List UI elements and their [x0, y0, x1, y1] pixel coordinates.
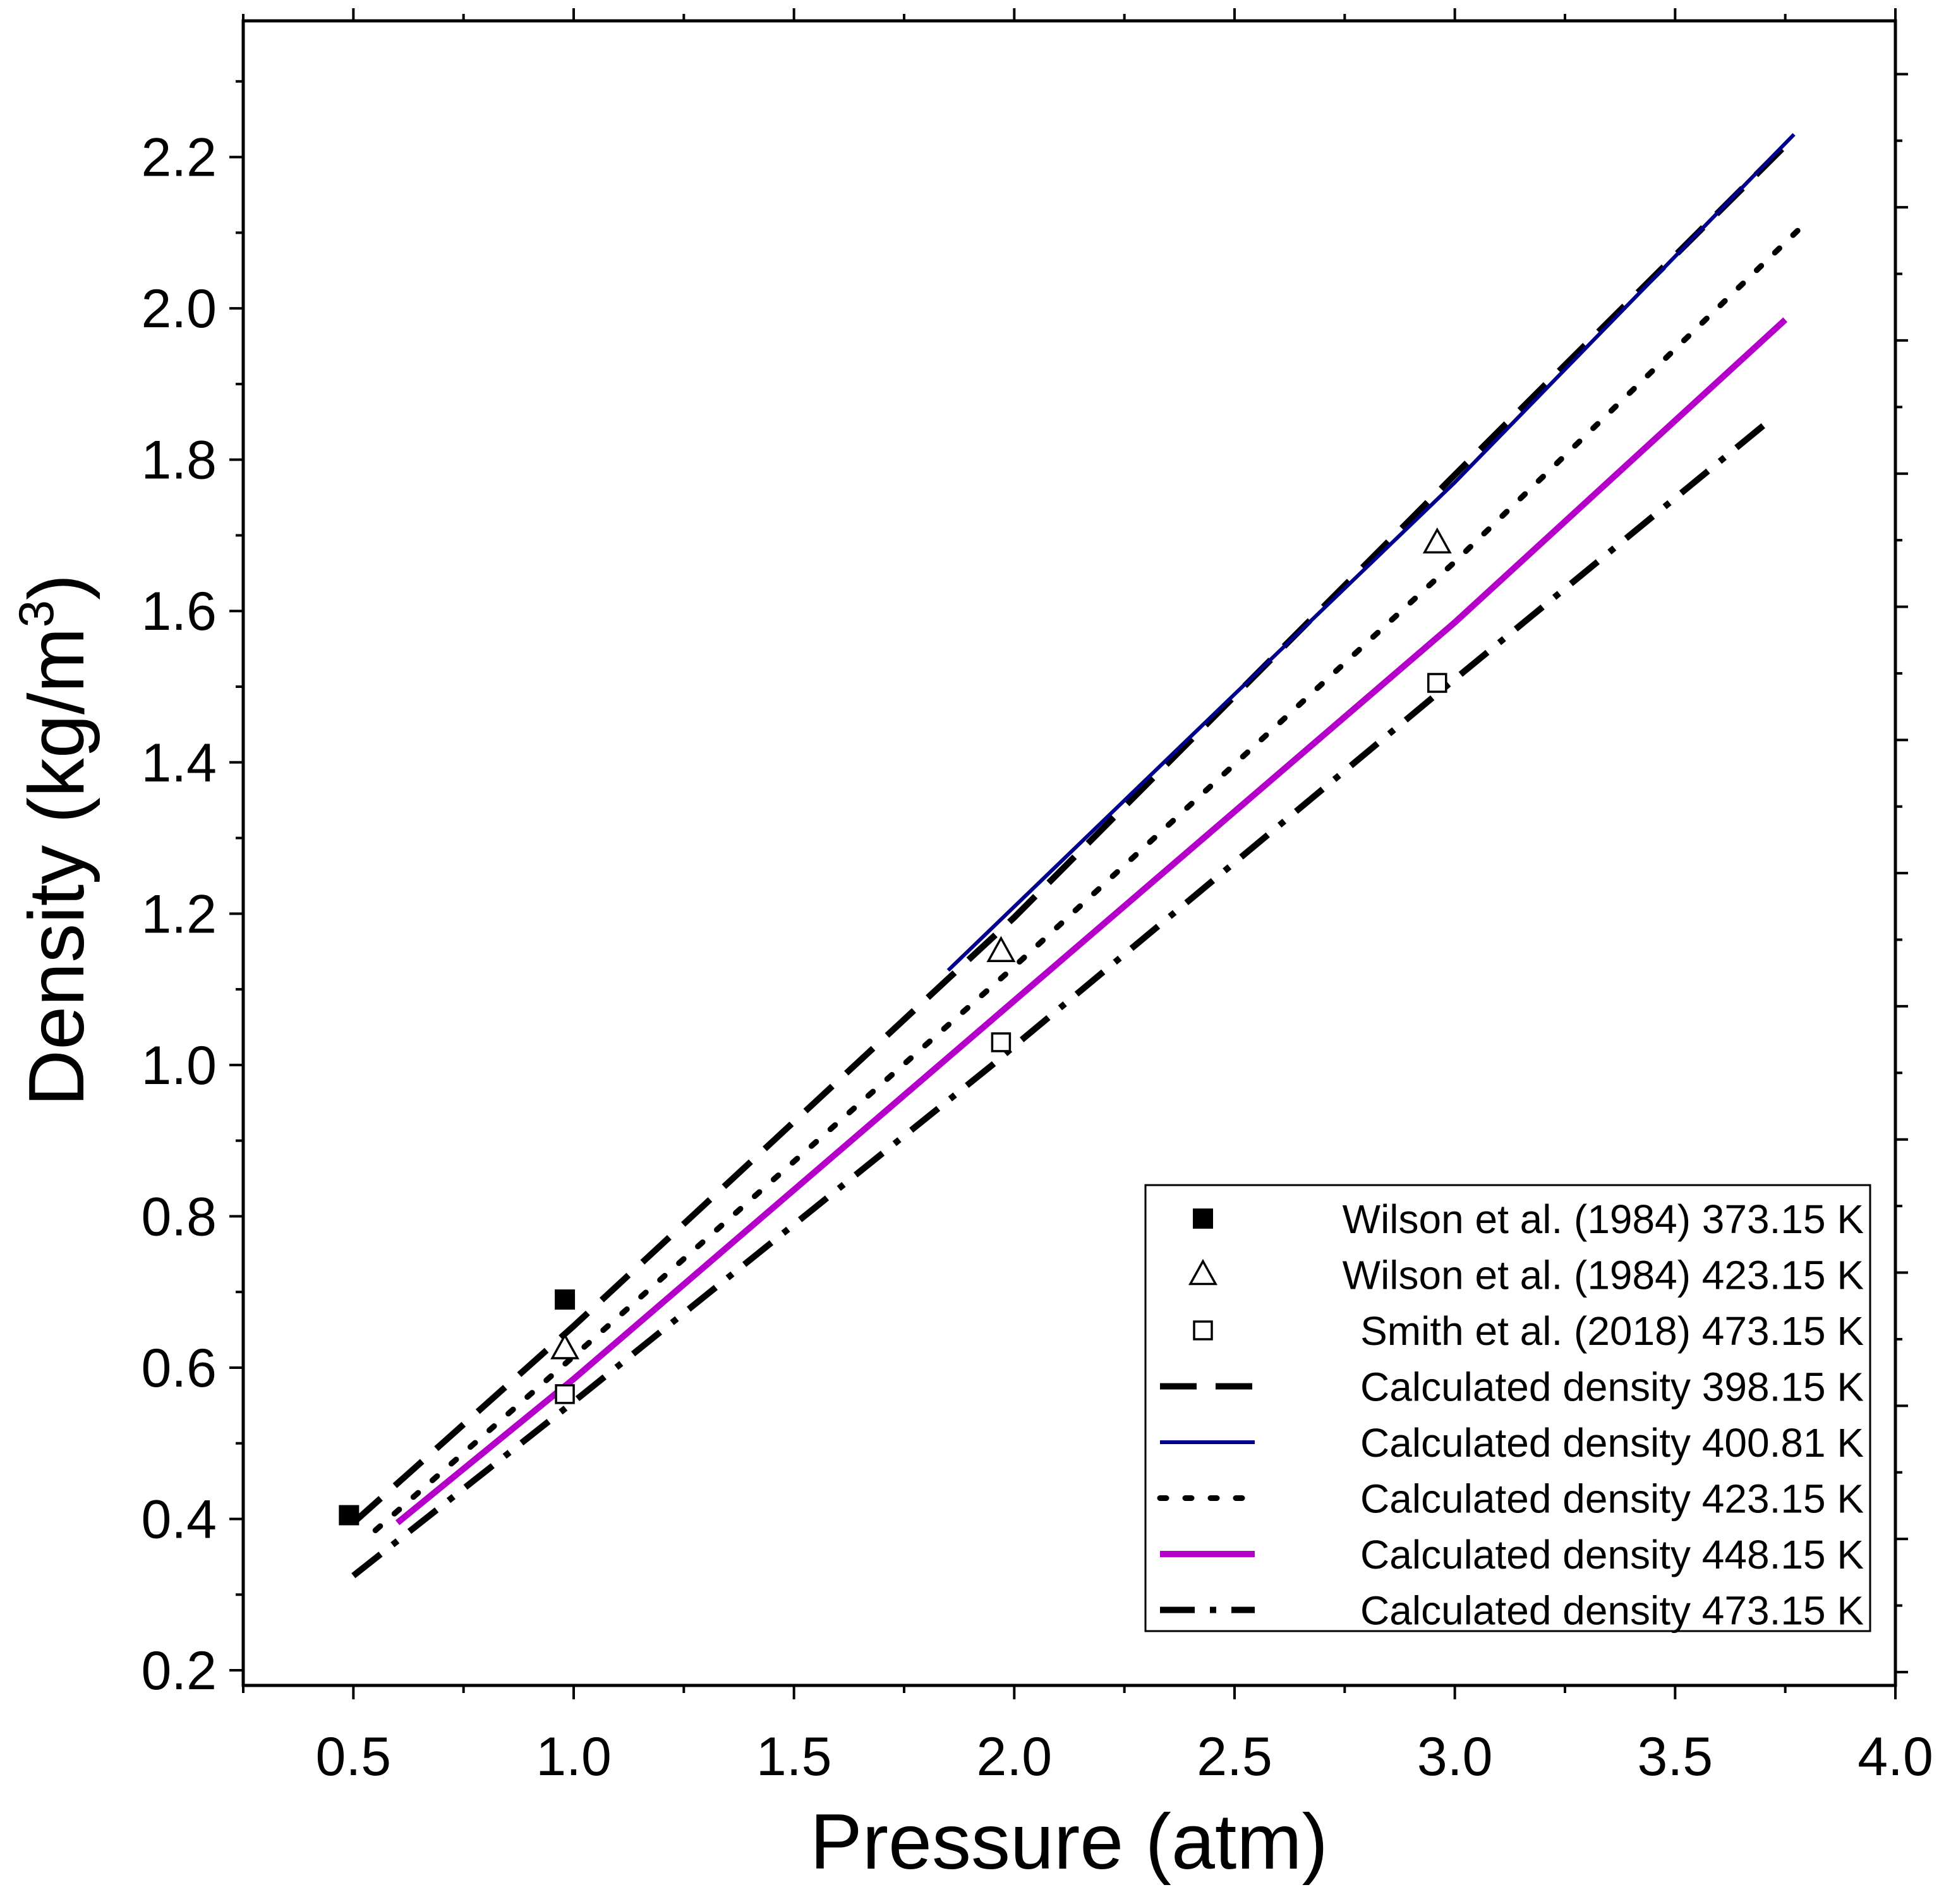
- y-tick-label: 1.0: [141, 1035, 217, 1096]
- legend-symbol: [1193, 1320, 1213, 1341]
- data-point-wilson-et-al-1984-373-15-k: [555, 1289, 576, 1310]
- tick-marks: [229, 8, 1908, 1699]
- legend-box: [1144, 1184, 1871, 1632]
- series-line-calculated-density-398-15-k: [351, 143, 1788, 1526]
- legend-label: Calculated density 400.81 K: [1360, 1420, 1864, 1466]
- data-point-smith-et-al-2018-473-15-k: [1427, 673, 1447, 693]
- y-tick-label: 0.6: [141, 1338, 217, 1399]
- data-point-smith-et-al-2018-473-15-k: [991, 1032, 1012, 1052]
- y-axis-title-main: Density (kg/m: [13, 627, 100, 1106]
- legend-label: Wilson et al. (1984) 373.15 K: [1343, 1196, 1864, 1242]
- y-tick-label: 2.2: [141, 128, 217, 188]
- data-point-wilson-et-al-1984-423-15-k: [550, 1333, 580, 1359]
- legend-items: Wilson et al. (1984) 373.15 K Wilson et a…: [1157, 1196, 1864, 1634]
- x-tick-label: 2.5: [1197, 1726, 1272, 1787]
- legend-label: Calculated density 448.15 K: [1360, 1532, 1864, 1577]
- data-point-wilson-et-al-1984-423-15-k: [1422, 527, 1452, 554]
- markers-layer: [339, 527, 1452, 1526]
- legend-label: Calculated density 398.15 K: [1360, 1365, 1864, 1410]
- y-tick-label: 0.8: [141, 1186, 217, 1247]
- series-line-calculated-density-400-81-k: [946, 133, 1796, 972]
- data-point-wilson-et-al-1984-373-15-k: [339, 1505, 359, 1526]
- x-axis-title: Pressure (atm): [810, 1799, 1328, 1886]
- x-tick-label: 3.5: [1638, 1726, 1713, 1787]
- tick-labels: 0.5 1.0 1.5 2.0 2.5 3.0 3.5 4.0 0.2 0.4 0.6 0.8 1.0 1…: [141, 128, 1933, 1787]
- y-axis-title: Density (kg/m3): [8, 574, 100, 1107]
- y-axis-title-close: ): [13, 574, 100, 600]
- legend-label: Calculated density 423.15 K: [1360, 1476, 1864, 1522]
- legend: Wilson et al. (1984) 373.15 K Wilson et a…: [1144, 1184, 1871, 1634]
- y-axis-title-sup: 3: [8, 600, 64, 627]
- series-layer: [351, 133, 1810, 1579]
- x-tick-label: 3.0: [1417, 1726, 1493, 1787]
- legend-label: Smith et al. (2018) 473.15 K: [1360, 1308, 1864, 1354]
- y-tick-label: 2.0: [141, 279, 217, 339]
- x-tick-label: 1.0: [536, 1726, 612, 1787]
- y-tick-label: 1.4: [141, 733, 217, 793]
- legend-label: Calculated density 473.15 K: [1360, 1588, 1864, 1634]
- legend-symbol: [1188, 1258, 1217, 1286]
- legend-label: Wilson et al. (1984) 423.15 K: [1343, 1253, 1864, 1298]
- legend-symbol: [1193, 1208, 1213, 1229]
- y-tick-label: 0.4: [141, 1490, 217, 1550]
- y-tick-label: 1.6: [141, 581, 217, 642]
- y-tick-label: 1.2: [141, 884, 217, 944]
- x-tick-label: 0.5: [316, 1726, 392, 1787]
- data-point-smith-et-al-2018-473-15-k: [555, 1384, 575, 1404]
- y-tick-label: 0.2: [141, 1641, 217, 1701]
- x-tick-label: 2.0: [977, 1726, 1053, 1787]
- series-line-calculated-density-473-15-k: [351, 423, 1765, 1579]
- series-line-calculated-density-448-15-k: [395, 317, 1788, 1526]
- data-point-wilson-et-al-1984-423-15-k: [986, 936, 1016, 962]
- series-line-calculated-density-423-15-k: [372, 218, 1810, 1533]
- plot-frame: [241, 19, 1897, 1687]
- x-tick-label: 1.5: [756, 1726, 832, 1787]
- y-tick-label: 1.8: [141, 430, 217, 491]
- x-tick-label: 4.0: [1857, 1726, 1933, 1787]
